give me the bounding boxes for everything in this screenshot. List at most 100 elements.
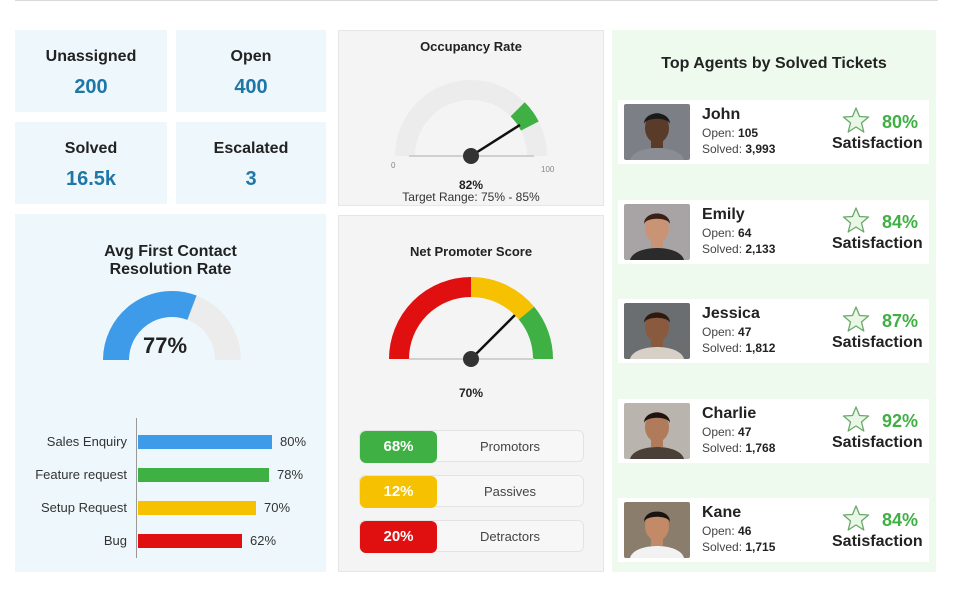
agent-name: Charlie xyxy=(702,405,757,422)
top-divider xyxy=(15,0,938,1)
bar-category-label: Feature request xyxy=(35,467,127,482)
bar-value-label: 70% xyxy=(264,500,291,515)
agent-name: Emily xyxy=(702,206,745,223)
bar-value-label: 80% xyxy=(280,434,307,449)
kpi-escalated: Escalated 3 xyxy=(176,122,326,204)
star-icon xyxy=(842,504,870,532)
open-label: Open: xyxy=(702,425,735,439)
satisfaction-label: Satisfaction xyxy=(832,434,923,451)
agent-solved: Solved: 1,715 xyxy=(702,540,775,554)
star-icon xyxy=(842,206,870,234)
fcr-panel: Avg First Contact Resolution Rate 77% Sa… xyxy=(15,214,326,572)
open-count: 64 xyxy=(738,226,752,240)
solved-label: Solved: xyxy=(702,341,743,355)
kpi-label: Open xyxy=(230,48,272,65)
nps-label: Detractors xyxy=(480,529,540,544)
agent-open: Open: 64 xyxy=(702,226,751,240)
open-label: Open: xyxy=(702,226,735,240)
satisfaction-label: Satisfaction xyxy=(832,533,923,550)
kpi-value: 3 xyxy=(245,168,257,190)
bar-row: Bug 62% xyxy=(15,533,326,549)
avatar xyxy=(624,303,690,359)
agent-solved: Solved: 3,993 xyxy=(702,142,775,156)
agent-card-emily: Emily Open: 64 Solved: 2,133 84% Satisfacti… xyxy=(618,200,929,264)
bar-category-label: Sales Enquiry xyxy=(46,434,127,449)
open-count: 47 xyxy=(738,425,752,439)
occupancy-panel: Occupancy Rate 0 100 82% Target Range: 7… xyxy=(338,30,604,206)
bar-row: Setup Request 70% xyxy=(15,500,326,516)
kpi-label: Escalated xyxy=(213,140,289,157)
solved-label: Solved: xyxy=(702,441,743,455)
occupancy-value: 82% xyxy=(458,178,484,192)
satisfaction-label: Satisfaction xyxy=(832,135,923,152)
kpi-solved: Solved 16.5k xyxy=(15,122,167,204)
nps-value: 70% xyxy=(458,386,484,400)
agent-open: Open: 47 xyxy=(702,425,751,439)
nps-pill: 68% xyxy=(360,431,437,463)
nps-arc-passives xyxy=(470,277,535,320)
fcr-value: 77% xyxy=(143,333,188,358)
agent-card-jessica: Jessica Open: 47 Solved: 1,812 87% Satisfac… xyxy=(618,299,929,363)
occupancy-max-label: 100 xyxy=(541,165,555,174)
kpi-value: 200 xyxy=(74,76,108,98)
satisfaction-pct: 84% xyxy=(882,510,919,530)
occupancy-gauge-track xyxy=(395,80,547,157)
agent-card-charlie: Charlie Open: 47 Solved: 1,768 92% Satisfac… xyxy=(618,399,929,463)
avatar xyxy=(624,403,690,459)
bar-fill xyxy=(138,468,269,482)
kpi-open: Open 400 xyxy=(176,30,326,112)
agents-title: Top Agents by Solved Tickets xyxy=(661,55,887,72)
satisfaction-pct: 92% xyxy=(882,411,919,431)
bar-fill xyxy=(138,435,272,449)
occupancy-needle-hub xyxy=(463,148,479,164)
nps-label: Promotors xyxy=(480,439,540,454)
agent-open: Open: 105 xyxy=(702,126,758,140)
kpi-label: Unassigned xyxy=(45,48,137,65)
nps-pill: 12% xyxy=(360,476,437,508)
fcr-title-line2: Resolution Rate xyxy=(109,261,232,278)
open-count: 46 xyxy=(738,524,752,538)
bar-fill xyxy=(138,501,256,515)
open-count: 105 xyxy=(738,126,759,140)
agent-solved: Solved: 2,133 xyxy=(702,242,775,256)
bar-fill xyxy=(138,534,242,548)
solved-label: Solved: xyxy=(702,142,743,156)
avatar xyxy=(624,502,690,558)
satisfaction-pct: 84% xyxy=(882,212,919,232)
agent-name: Kane xyxy=(702,504,742,521)
occupancy-target: Target Range: 75% - 85% xyxy=(402,190,540,204)
agent-open: Open: 47 xyxy=(702,325,751,339)
satisfaction-pct: 80% xyxy=(882,112,919,132)
bar-category-label: Setup Request xyxy=(40,500,127,515)
open-count: 47 xyxy=(738,325,752,339)
agent-name: Jessica xyxy=(702,305,760,322)
satisfaction-label: Satisfaction xyxy=(832,235,923,252)
kpi-value: 16.5k xyxy=(65,168,117,190)
solved-label: Solved: xyxy=(702,242,743,256)
occupancy-target-band xyxy=(510,102,539,131)
nps-needle-hub xyxy=(463,351,479,367)
occupancy-title: Occupancy Rate xyxy=(420,39,522,54)
solved-count: 1,715 xyxy=(745,540,776,554)
avatar xyxy=(624,104,690,160)
bar-axis xyxy=(136,418,137,558)
solved-count: 2,133 xyxy=(745,242,776,256)
solved-label: Solved: xyxy=(702,540,743,554)
agent-solved: Solved: 1,768 xyxy=(702,441,775,455)
avatar xyxy=(624,204,690,260)
nps-label: Passives xyxy=(483,484,537,499)
bar-row: Feature request 78% xyxy=(15,467,326,483)
nps-arc-detractors xyxy=(389,277,472,360)
nps-row-promotors: 68% Promotors xyxy=(359,430,584,463)
agent-card-john: John Open: 105 Solved: 3,993 80% Satisfacti… xyxy=(618,100,929,164)
nps-row-detractors: 20% Detractors xyxy=(359,520,584,553)
nps-pill: 20% xyxy=(360,521,437,553)
solved-count: 3,993 xyxy=(745,142,776,156)
occupancy-gauge xyxy=(395,80,547,164)
occupancy-needle xyxy=(470,123,521,158)
open-label: Open: xyxy=(702,524,735,538)
satisfaction-pct: 87% xyxy=(882,311,919,331)
bar-category-label: Bug xyxy=(103,533,127,548)
nps-row-passives: 12% Passives xyxy=(359,475,584,508)
nps-panel: Net Promoter Score 70% 68% Promotors 12%… xyxy=(338,215,604,572)
